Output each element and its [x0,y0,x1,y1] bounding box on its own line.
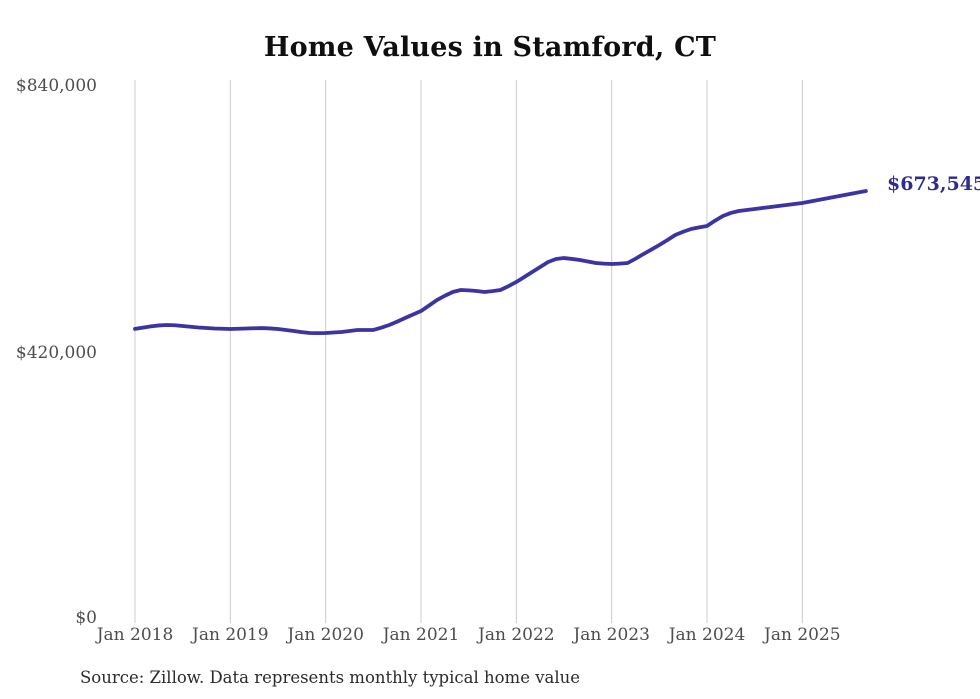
source-note: Source: Zillow. Data represents monthly … [80,668,581,687]
chart-title: Home Values in Stamford, CT [263,32,717,63]
y-axis: $840,000 $420,000 $0 [16,76,97,628]
x-tick-label: Jan 2019 [190,625,269,645]
x-tick-label: Jan 2020 [285,625,364,645]
y-tick-label: $420,000 [16,343,97,363]
x-tick-label: Jan 2018 [95,625,174,645]
x-tick-label: Jan 2022 [476,625,555,645]
y-tick-label: $0 [75,608,97,628]
x-tick-label: Jan 2024 [667,625,746,645]
x-axis: Jan 2018 Jan 2019 Jan 2020 Jan 2021 Jan … [95,625,841,645]
x-tick-label: Jan 2021 [381,625,460,645]
y-tick-label: $840,000 [16,76,97,96]
gridlines [134,80,803,623]
x-tick-label: Jan 2025 [762,625,841,645]
x-tick-label: Jan 2023 [571,625,650,645]
latest-value-label: $673,545 [887,173,980,195]
home-values-line [133,189,868,336]
